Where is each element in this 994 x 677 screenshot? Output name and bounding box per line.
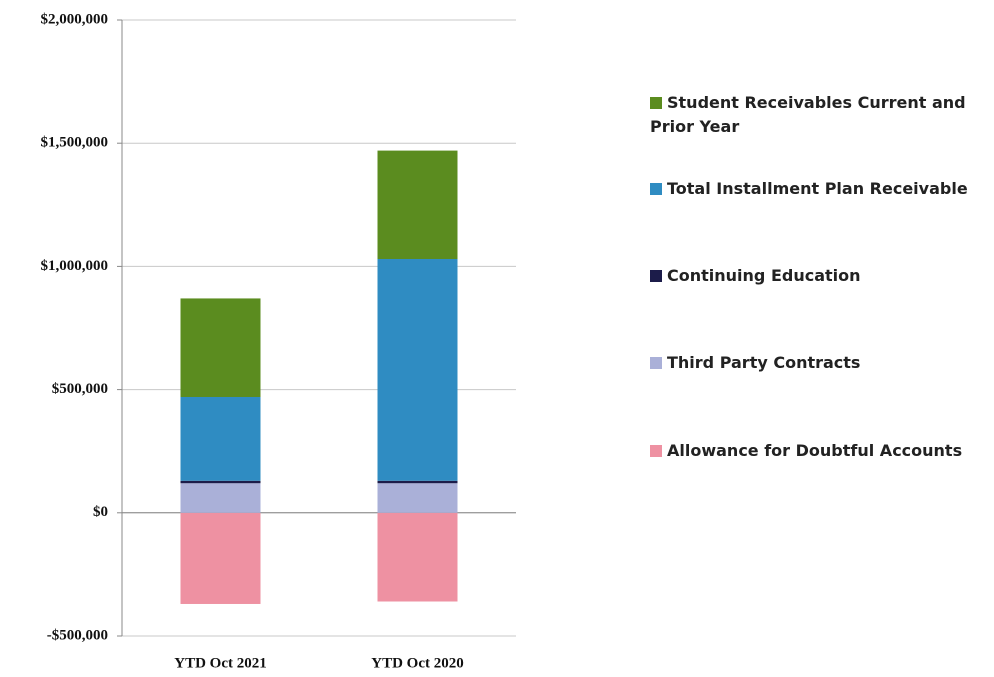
bar-segment bbox=[377, 150, 458, 260]
y-tick-label: -$500,000 bbox=[47, 627, 108, 643]
legend-label: Continuing Education bbox=[667, 266, 861, 285]
legend-item: Third Party Contracts bbox=[650, 351, 990, 375]
legend-swatch bbox=[650, 97, 662, 109]
legend-item: Continuing Education bbox=[650, 264, 990, 288]
bar-segment bbox=[377, 259, 458, 481]
bar-segment bbox=[180, 512, 261, 604]
y-tick-label: $1,500,000 bbox=[41, 135, 109, 151]
bar-segment bbox=[377, 480, 458, 484]
x-tick-label: YTD Oct 2021 bbox=[174, 655, 267, 671]
y-tick-label: $0 bbox=[93, 504, 108, 520]
bar-segment bbox=[180, 480, 261, 484]
y-tick-label: $500,000 bbox=[52, 381, 108, 397]
y-tick-label: $2,000,000 bbox=[41, 11, 109, 27]
bar-segment bbox=[180, 298, 261, 397]
legend-item: Total Installment Plan Receivable bbox=[650, 177, 990, 201]
bar-segment bbox=[180, 483, 261, 513]
legend-label: Student Receivables Current and Prior Ye… bbox=[650, 93, 966, 136]
legend-label: Third Party Contracts bbox=[667, 353, 861, 372]
legend-swatch bbox=[650, 445, 662, 457]
bar-segment bbox=[377, 512, 458, 602]
legend-label: Allowance for Doubtful Accounts bbox=[667, 441, 963, 460]
legend-label: Total Installment Plan Receivable bbox=[667, 179, 968, 198]
bar-segment bbox=[377, 483, 458, 513]
x-tick-label: YTD Oct 2020 bbox=[371, 655, 464, 671]
bar-segment bbox=[180, 396, 261, 481]
legend-swatch bbox=[650, 270, 662, 282]
legend-swatch bbox=[650, 183, 662, 195]
legend-item: Allowance for Doubtful Accounts bbox=[650, 439, 990, 463]
legend-swatch bbox=[650, 357, 662, 369]
y-tick-label: $1,000,000 bbox=[41, 258, 109, 274]
legend-item: Student Receivables Current and Prior Ye… bbox=[650, 91, 990, 139]
